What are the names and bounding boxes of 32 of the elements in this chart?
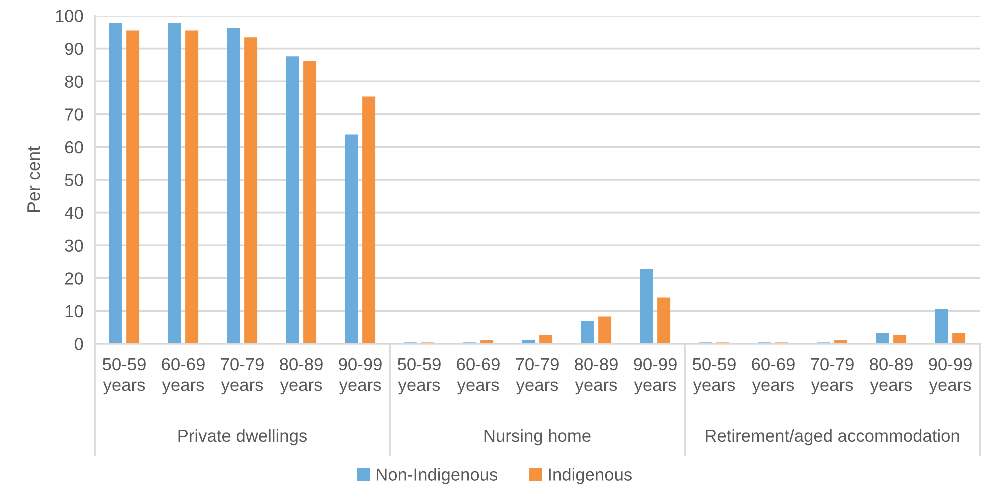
legend-label: Non-Indigenous — [377, 468, 498, 484]
x-tick-label: 70-79 years — [221, 358, 264, 395]
x-tick-label: 80-89 years — [575, 358, 618, 395]
y-tick-label: 100 — [56, 10, 84, 22]
y-tick-label: 10 — [66, 305, 84, 318]
x-tick-label: 50-59 years — [398, 358, 441, 395]
y-tick-label: 60 — [65, 141, 84, 154]
y-tick-label: 0 — [74, 338, 84, 350]
y-tick-label: 80 — [65, 76, 84, 88]
text: Nursing home — [484, 429, 591, 446]
x-tick-label: 70-79 years — [516, 358, 559, 395]
x-tick-label: 50-59 years — [102, 358, 146, 395]
y-tick-label: 20 — [65, 272, 84, 285]
x-tick-label: 60-69 years — [457, 358, 500, 395]
x-tick-label: 80-89 years — [870, 358, 913, 395]
x-tick-label: 80-89 years — [280, 358, 323, 395]
x-tick-label: 90-99 years — [339, 358, 382, 395]
y-axis-title: Per cent — [28, 146, 40, 212]
x-tick-label: 70-79 years — [811, 358, 854, 395]
y-tick-label: 50 — [65, 174, 84, 186]
text: Private dwellings — [178, 429, 308, 446]
y-tick-label: 30 — [65, 240, 84, 252]
x-tick-label: 90-99 years — [929, 358, 972, 395]
x-tick-label: 90-99 years — [634, 358, 677, 395]
y-tick-label: 70 — [65, 108, 84, 121]
x-tick-label: 60-69 years — [162, 358, 205, 395]
x-tick-label: 50-59 years — [692, 358, 736, 395]
text: Retirement/aged accommodation — [706, 429, 960, 446]
legend-label: Indigenous — [549, 468, 632, 484]
y-tick-label: 40 — [64, 206, 84, 220]
x-tick-label: 60-69 years — [752, 358, 795, 395]
y-tick-label: 90 — [65, 42, 84, 56]
